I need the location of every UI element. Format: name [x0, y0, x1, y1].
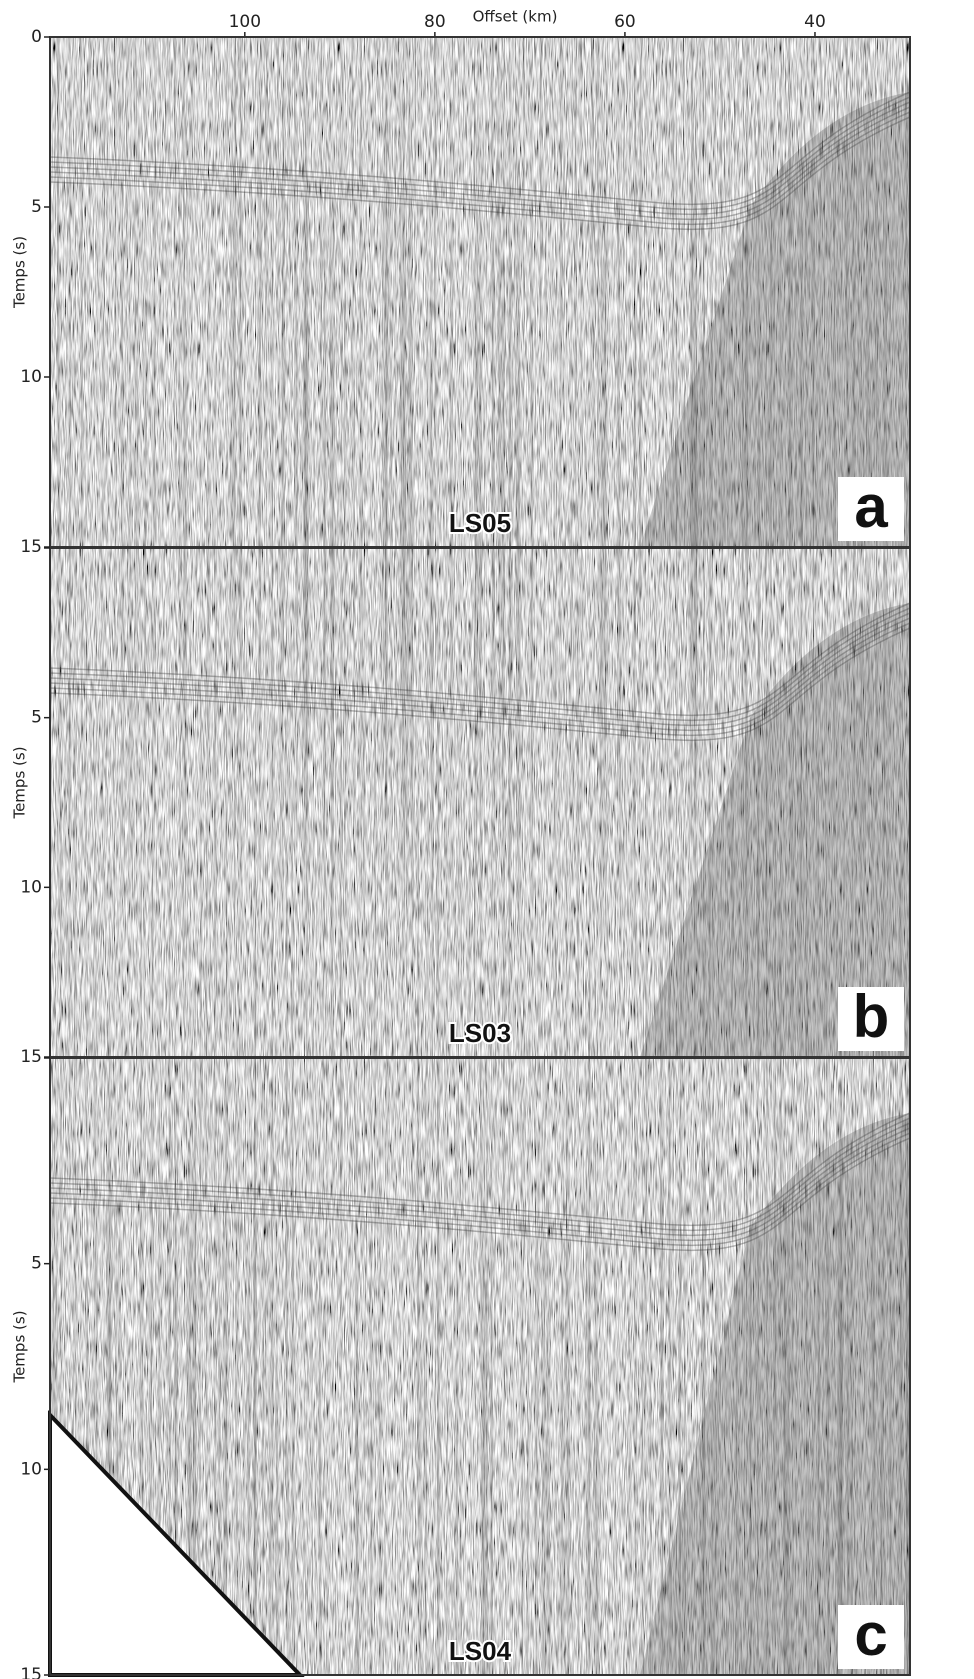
reflector	[49, 1122, 911, 1237]
y-axis-label: Temps (s)	[11, 1310, 29, 1383]
panel: 5 10 15 Temps (s) LS04 c	[11, 1057, 911, 1679]
y-axis-label: Temps (s)	[11, 236, 29, 309]
x-tick-label: 60	[614, 12, 636, 32]
x-tick-label: 100	[229, 12, 261, 32]
reflector	[49, 607, 911, 722]
y-tick-label: 15	[20, 1047, 42, 1067]
letter-box	[838, 477, 904, 541]
panel: 5 10 15 Temps (s) LS03 b	[11, 547, 911, 1067]
y-tick-label: 0	[31, 27, 42, 47]
reflector	[49, 602, 911, 717]
x-tick-label: 40	[804, 12, 826, 32]
line-name: LS05	[449, 508, 511, 538]
reflector	[49, 1127, 911, 1242]
reflector	[49, 617, 911, 732]
y-axis-label: Temps (s)	[11, 746, 29, 819]
line-name: LS03	[449, 1018, 511, 1048]
reflector	[49, 116, 911, 231]
shaded-wedge	[640, 603, 910, 1057]
y-tick-label: 10	[20, 877, 42, 897]
y-tick-label: 5	[31, 1254, 42, 1274]
y-tick-label: 5	[31, 708, 42, 728]
reflector	[49, 96, 911, 211]
shaded-wedge	[640, 1113, 910, 1675]
x-tick-label: 80	[424, 12, 446, 32]
y-tick-label: 10	[20, 1459, 42, 1479]
y-tick-label: 10	[20, 367, 42, 387]
reflector	[49, 1112, 911, 1227]
letter-box	[838, 1605, 904, 1669]
y-tick-label: 15	[20, 1665, 42, 1679]
reflector	[49, 1132, 911, 1247]
trace-stripes	[50, 548, 910, 1057]
panel-letter: a	[854, 473, 888, 540]
reflector	[49, 612, 911, 727]
shaded-wedge	[640, 92, 910, 547]
x-axis-label: Offset (km)	[473, 8, 558, 26]
reflector	[49, 622, 911, 737]
line-name: LS04	[449, 1636, 512, 1666]
reflector	[49, 627, 911, 742]
reflector	[49, 101, 911, 216]
trace-stripes	[50, 37, 910, 547]
reflector	[49, 1137, 911, 1252]
y-tick-label: 5	[31, 197, 42, 217]
reflector	[49, 91, 911, 206]
reflector	[49, 106, 911, 221]
panel-letter: b	[853, 983, 890, 1050]
panel: 0 5 10 15 Temps (s) LS05 a	[11, 27, 911, 557]
letter-box	[838, 987, 904, 1051]
y-tick-label: 15	[20, 537, 42, 557]
reflector	[49, 111, 911, 226]
panel-frame	[49, 1057, 911, 1676]
panel-letter: c	[854, 1601, 887, 1668]
reflector	[49, 1117, 911, 1232]
